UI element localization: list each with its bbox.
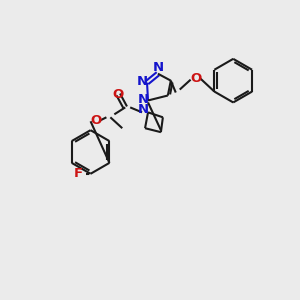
- Text: F: F: [74, 167, 83, 180]
- Text: O: O: [90, 114, 101, 127]
- Text: O: O: [113, 88, 124, 101]
- Text: N: N: [152, 61, 164, 74]
- Text: N: N: [137, 103, 148, 116]
- Text: N: N: [136, 75, 148, 88]
- Text: N: N: [137, 93, 148, 106]
- Text: O: O: [190, 72, 201, 85]
